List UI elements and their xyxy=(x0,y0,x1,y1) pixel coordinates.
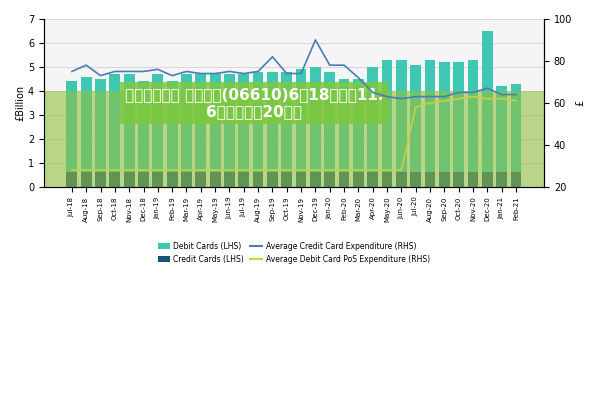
Text: 线上配资平台 飞天云动(06610)6月18日斥资11.
6万港元回货20万股: 线上配资平台 飞天云动(06610)6月18日斥资11. 6万港元回货20万股 xyxy=(125,87,383,119)
Bar xyxy=(325,72,335,187)
Bar xyxy=(67,81,77,187)
Bar xyxy=(81,76,92,187)
Bar xyxy=(224,172,235,187)
Bar xyxy=(425,60,436,187)
Bar xyxy=(253,72,263,187)
Bar xyxy=(467,172,478,187)
Bar xyxy=(482,31,493,187)
Bar xyxy=(95,172,106,187)
Bar xyxy=(511,172,521,187)
Bar xyxy=(296,69,307,187)
Bar xyxy=(310,67,321,187)
Bar xyxy=(339,79,349,187)
Bar xyxy=(353,172,364,187)
Bar xyxy=(152,74,163,187)
Bar xyxy=(81,172,92,187)
Bar xyxy=(454,172,464,187)
Bar xyxy=(196,74,206,187)
Bar xyxy=(44,91,544,187)
Bar xyxy=(67,172,77,187)
Bar xyxy=(296,172,307,187)
Bar xyxy=(138,172,149,187)
Bar xyxy=(496,86,507,187)
Bar xyxy=(339,172,349,187)
Bar xyxy=(367,67,378,187)
Bar xyxy=(267,72,278,187)
Bar xyxy=(310,172,321,187)
Bar xyxy=(382,60,392,187)
Bar xyxy=(181,172,192,187)
Bar xyxy=(224,74,235,187)
Bar xyxy=(281,172,292,187)
Legend: Debit Cards (LHS), Credit Cards (LHS), Average Credit Card Expenditure (RHS), Av: Debit Cards (LHS), Credit Cards (LHS), A… xyxy=(155,239,433,267)
Bar xyxy=(439,62,450,187)
Bar xyxy=(95,79,106,187)
Bar xyxy=(382,172,392,187)
Bar xyxy=(267,172,278,187)
Bar xyxy=(181,74,192,187)
Bar xyxy=(396,172,407,187)
Bar xyxy=(439,172,450,187)
Bar xyxy=(138,81,149,187)
Bar xyxy=(167,172,178,187)
Bar xyxy=(496,172,507,187)
Bar xyxy=(482,172,493,187)
Bar xyxy=(167,81,178,187)
Bar xyxy=(238,172,249,187)
Bar xyxy=(210,172,221,187)
Y-axis label: £Billion: £Billion xyxy=(15,85,25,121)
Bar xyxy=(109,74,120,187)
Bar xyxy=(454,62,464,187)
Bar xyxy=(410,172,421,187)
Bar xyxy=(196,172,206,187)
Bar xyxy=(425,172,436,187)
Bar xyxy=(152,172,163,187)
Bar xyxy=(367,172,378,187)
Bar xyxy=(396,60,407,187)
Bar xyxy=(210,74,221,187)
Bar xyxy=(124,74,134,187)
Bar xyxy=(124,172,134,187)
Bar xyxy=(511,84,521,187)
Bar xyxy=(325,172,335,187)
Bar xyxy=(238,74,249,187)
Y-axis label: £: £ xyxy=(575,100,585,106)
Bar xyxy=(253,172,263,187)
Bar xyxy=(410,64,421,187)
Bar xyxy=(467,60,478,187)
Bar xyxy=(353,79,364,187)
Bar xyxy=(281,72,292,187)
Bar xyxy=(109,172,120,187)
